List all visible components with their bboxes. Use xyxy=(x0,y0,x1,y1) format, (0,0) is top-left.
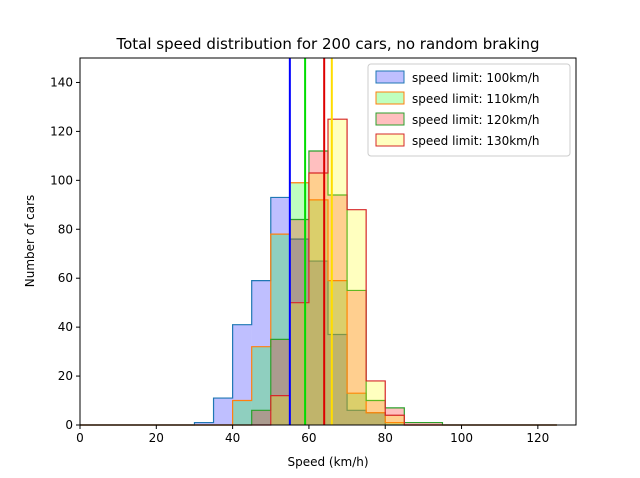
y-tick-label-6: 120 xyxy=(50,124,73,138)
x-tick-label-5: 100 xyxy=(450,431,473,445)
histogram-bar-s1-b14 xyxy=(347,393,367,425)
histogram-bar-s3-b16 xyxy=(385,415,405,425)
histogram-bar-s0-b9 xyxy=(251,280,271,425)
y-tick-label-5: 100 xyxy=(50,173,73,187)
plot-area: 0 20 40 60 80 100 120 0 20 40 60 80 100 120 140 xyxy=(50,57,577,445)
legend: speed limit: 100km/h speed limit: 110km/h… xyxy=(367,63,571,157)
y-tick-label-7: 140 xyxy=(50,75,73,89)
histogram-bar-s2-b16 xyxy=(385,407,405,425)
histogram-bar-s0-b8 xyxy=(232,324,252,425)
histogram-bar-s1-b9 xyxy=(251,346,271,425)
axes-frame xyxy=(79,57,577,426)
legend-label-0: speed limit: 100km/h xyxy=(412,71,540,85)
y-tick-label-4: 80 xyxy=(58,222,73,236)
histogram-bar-s2-b17 xyxy=(404,422,424,425)
histogram-bar-s3-b14 xyxy=(347,209,367,425)
legend-swatch-2 xyxy=(375,112,405,126)
x-tick-label-1: 20 xyxy=(149,431,164,445)
y-tick-label-3: 60 xyxy=(58,271,73,285)
histogram-bar-s0-b15 xyxy=(366,412,386,425)
histogram-bar-s2-b15 xyxy=(366,400,386,425)
legend-box xyxy=(367,63,571,157)
x-axis-label: Speed (km/h) xyxy=(287,455,368,469)
x-tick-label-6: 120 xyxy=(526,431,549,445)
chart-title: Total speed distribution for 200 cars, n… xyxy=(115,35,539,53)
y-tick-label-1: 20 xyxy=(58,369,73,383)
y-axis-label: Number of cars xyxy=(23,195,37,288)
histogram-bar-s0-b6 xyxy=(194,422,214,425)
histogram-bar-s2-b9 xyxy=(251,410,271,425)
x-tick-label-4: 80 xyxy=(378,431,393,445)
legend-label-1: speed limit: 110km/h xyxy=(412,92,540,106)
histogram-bar-s1-b10 xyxy=(270,234,290,425)
x-tick-label-3: 60 xyxy=(301,431,316,445)
histogram-bar-s3-b15 xyxy=(366,380,386,425)
histogram-bar-s2-b10 xyxy=(270,339,290,425)
histogram-bar-s1-b8 xyxy=(232,400,252,425)
histogram-bar-s0-b14 xyxy=(347,410,367,425)
x-tick-label-0: 0 xyxy=(76,431,84,445)
y-tick-label-2: 40 xyxy=(58,320,73,334)
histogram-bar-s0-b10 xyxy=(270,197,290,425)
histogram-bar-s1-b15 xyxy=(366,412,386,425)
x-tick-label-2: 40 xyxy=(225,431,240,445)
y-tick-label-0: 0 xyxy=(65,418,73,432)
legend-label-3: speed limit: 130km/h xyxy=(412,134,540,148)
histogram-bar-s3-b10 xyxy=(270,395,290,425)
legend-swatch-1 xyxy=(375,91,405,105)
histogram-bar-s2-b14 xyxy=(347,290,367,425)
legend-swatch-0 xyxy=(375,70,405,84)
histogram-bar-s2-b18 xyxy=(423,422,443,425)
legend-swatch-3 xyxy=(375,133,405,147)
histogram-bar-s0-b7 xyxy=(213,398,233,425)
legend-label-2: speed limit: 120km/h xyxy=(412,113,540,127)
histogram-bar-s1-b16 xyxy=(385,422,405,425)
